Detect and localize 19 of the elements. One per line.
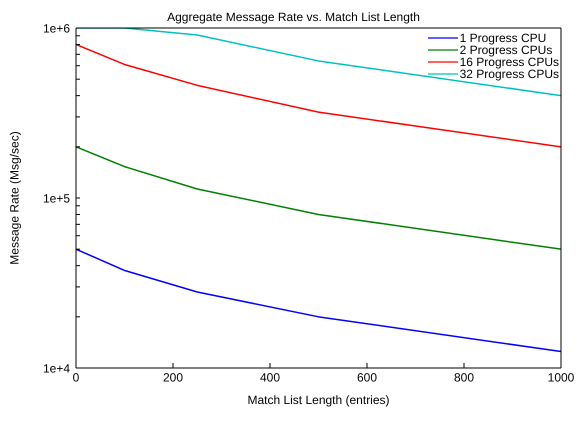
line-series: [76, 146, 561, 250]
x-tick-label: 800: [454, 370, 474, 385]
y-axis-title: Message Rate (Msg/sec): [7, 131, 22, 265]
x-tick-label: 400: [260, 370, 280, 385]
x-tick-label: 0: [72, 370, 80, 385]
x-tick-label: 1000: [548, 370, 575, 385]
legend-label: 32 Progress CPUs: [460, 67, 559, 81]
line-series: [76, 44, 561, 148]
y-tick-label: 1e+6: [42, 21, 70, 36]
legend-label: 1 Progress CPU: [460, 31, 546, 45]
x-tick-label: 600: [356, 370, 378, 385]
legend-label: 2 Progress CPUs: [460, 43, 552, 57]
legend-label: 16 Progress CPUs: [460, 55, 559, 69]
line-series: [76, 248, 561, 352]
y-tick-label: 1e+4: [42, 361, 70, 376]
x-tick-label: 200: [162, 370, 184, 385]
y-tick-label: 1e+5: [42, 191, 70, 206]
x-axis-title: Match List Length (entries): [247, 393, 390, 407]
chart-title: Aggregate Message Rate vs. Match List Length: [167, 10, 420, 24]
